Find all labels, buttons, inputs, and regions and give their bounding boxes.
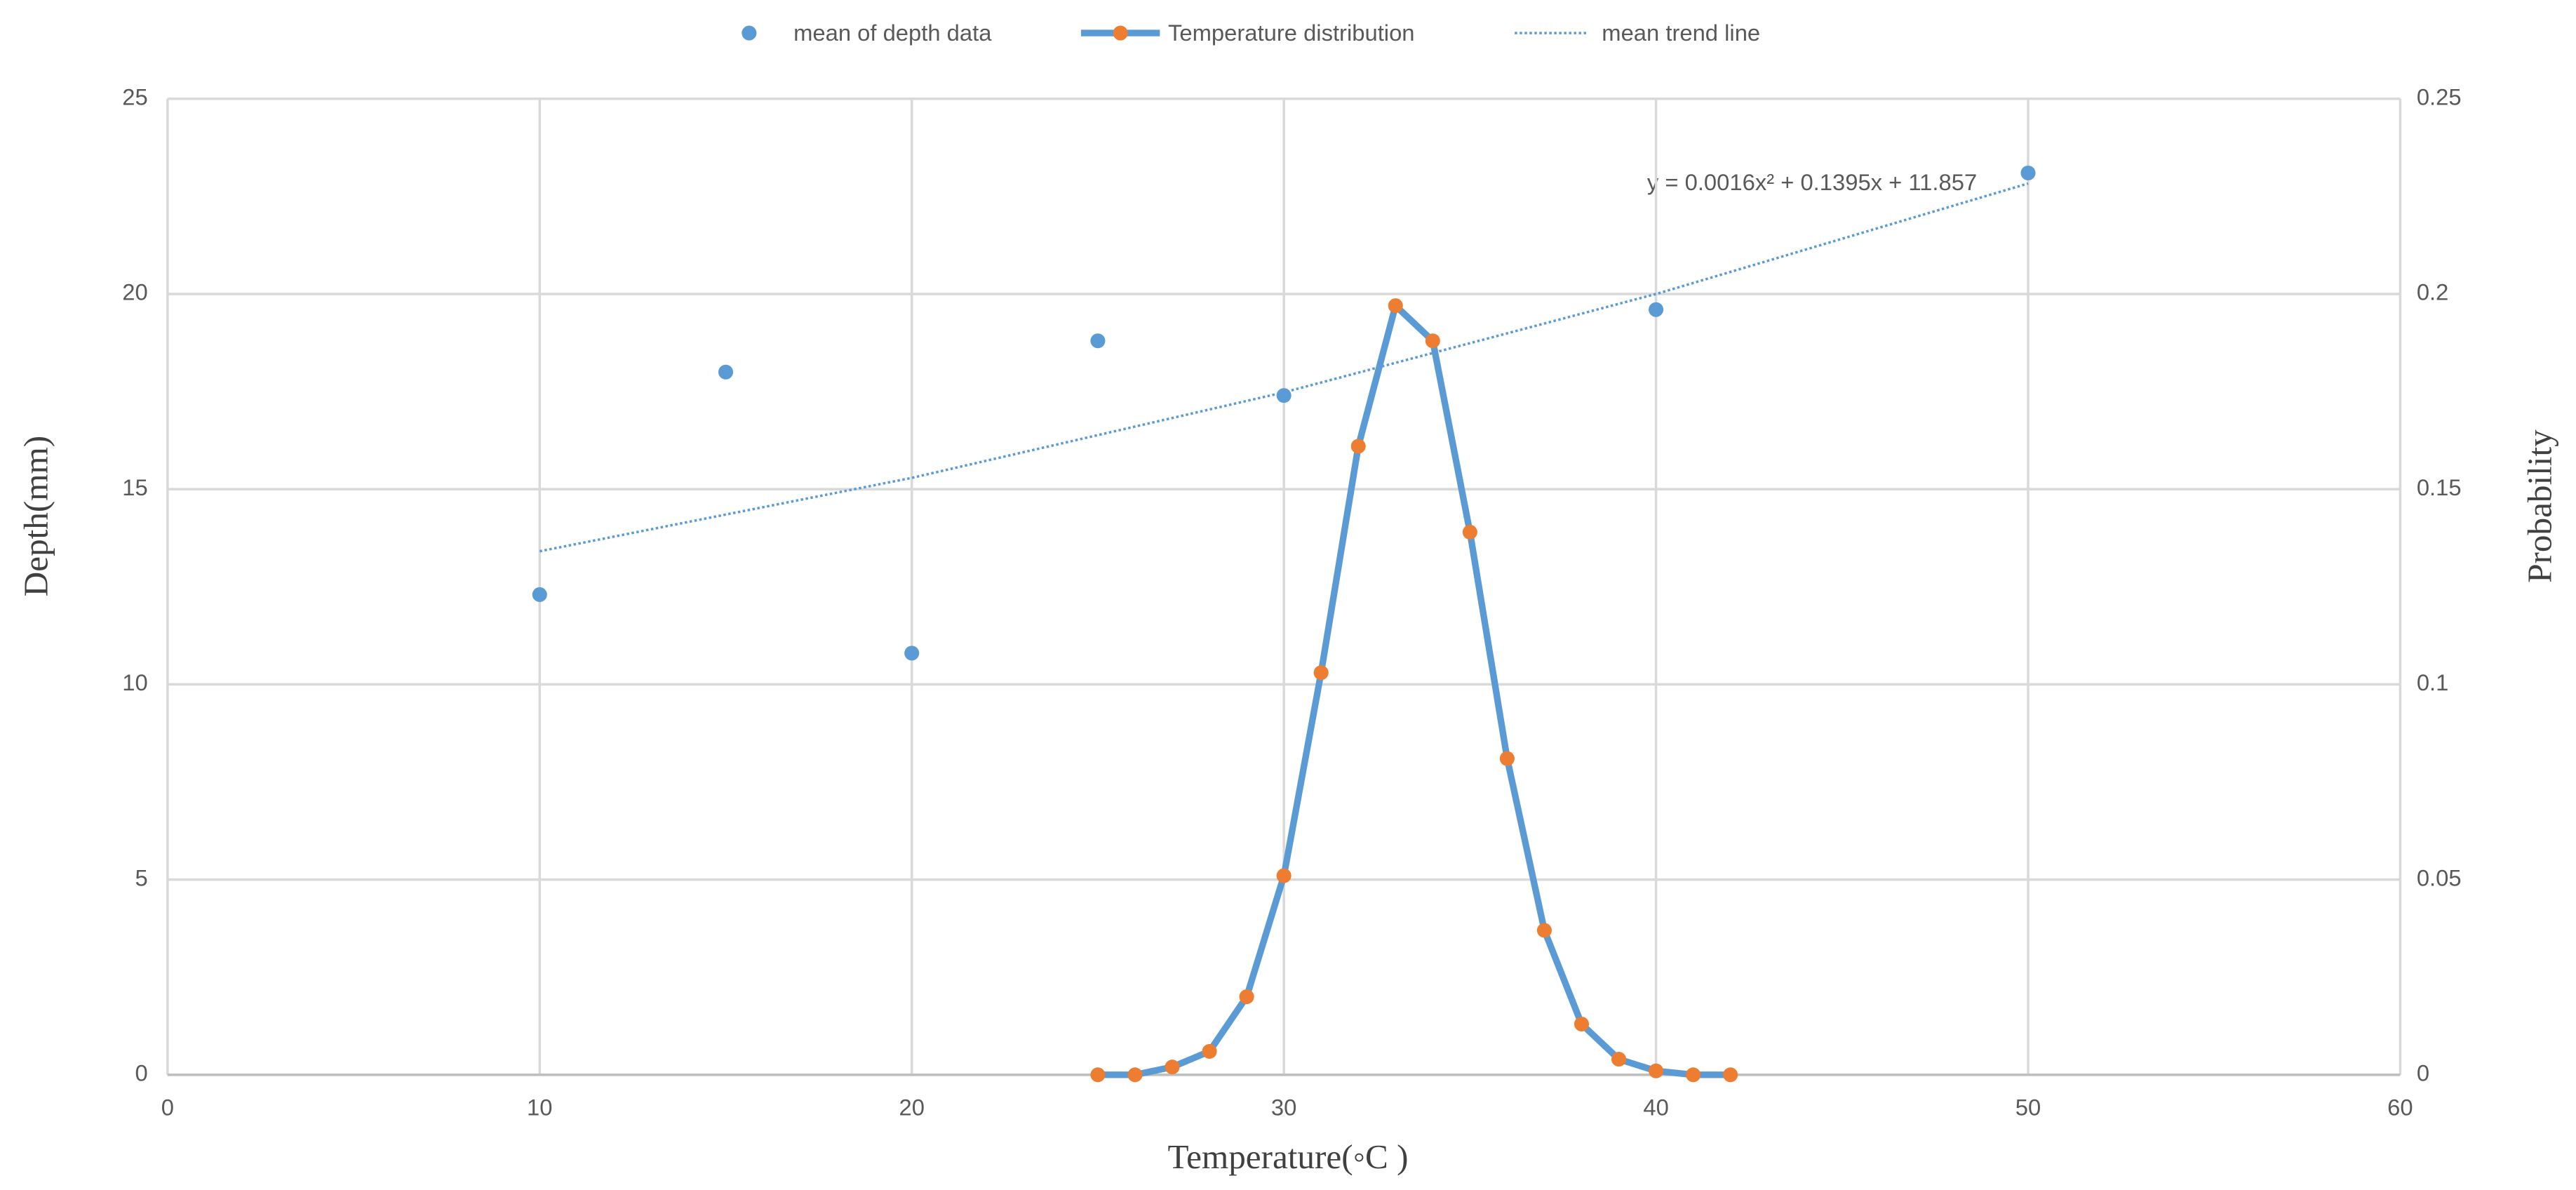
y2-tick-label: 0.15 [2417,474,2462,500]
legend-label: mean of depth data [793,20,992,46]
line-marker [1611,1052,1627,1067]
y2-tick-label: 0.2 [2417,279,2449,305]
line-marker [1574,1016,1590,1032]
line-marker [1350,439,1366,454]
line-marker [1425,333,1440,349]
legend-label: Temperature distribution [1168,20,1414,46]
y-tick-label: 10 [122,669,147,695]
y2-tick-label: 0.25 [2417,83,2462,109]
x-tick-label: 30 [1271,1095,1296,1121]
trend-equation: y = 0.0016x² + 0.1395x + 11.857 [1647,169,1977,195]
line-marker [1536,923,1552,938]
y2-tick-label: 0 [2417,1059,2429,1085]
line-marker [1090,1067,1106,1083]
line-marker [1239,989,1254,1005]
y2-tick-label: 0.1 [2417,669,2449,695]
line-marker [1313,665,1329,681]
scatter-point [718,364,734,380]
legend-marker [742,25,757,41]
line-marker [1499,751,1515,766]
y-axis-title: Depth(mm) [16,436,55,596]
scatter-point [532,587,547,602]
scatter-point [904,646,920,661]
scatter-point [2020,165,2036,181]
y2-axis-title: Probability [2520,429,2558,583]
legend-marker [1113,25,1128,41]
y-tick-label: 25 [122,83,147,109]
y-tick-label: 0 [135,1059,148,1085]
line-marker [1723,1067,1738,1083]
scatter-point [1649,302,1664,317]
line-marker [1686,1067,1701,1083]
x-tick-label: 10 [527,1095,552,1121]
x-tick-label: 60 [2387,1095,2413,1121]
y2-tick-label: 0.05 [2417,864,2462,890]
line-marker [1276,868,1292,883]
line-marker [1462,524,1477,540]
line-marker [1165,1059,1180,1075]
x-tick-label: 20 [899,1095,924,1121]
distribution-line [1097,302,1731,1078]
line-marker [1127,1067,1143,1083]
x-axis-title: Temperature(◦C ) [1168,1137,1409,1176]
y-tick-label: 15 [122,474,147,500]
x-tick-label: 0 [161,1095,174,1121]
line-marker [1202,1043,1217,1059]
x-tick-label: 50 [2015,1095,2041,1121]
y-tick-label: 5 [135,864,148,890]
legend-label: mean trend line [1602,20,1760,46]
line-marker [1649,1063,1664,1078]
scatter-point [1276,388,1292,403]
scatter-point [1090,333,1106,349]
y-tick-label: 20 [122,279,147,305]
line-marker [1388,298,1403,314]
x-tick-label: 40 [1643,1095,1668,1121]
